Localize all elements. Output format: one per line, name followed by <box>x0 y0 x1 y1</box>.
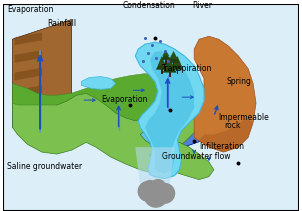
Text: Rainfall: Rainfall <box>47 19 76 27</box>
Text: River: River <box>192 1 212 10</box>
Text: Transpiration: Transpiration <box>162 64 212 73</box>
Circle shape <box>138 181 158 201</box>
Text: Impermeable: Impermeable <box>219 113 269 122</box>
Polygon shape <box>14 32 42 45</box>
Polygon shape <box>150 142 214 180</box>
Text: Infilteration: Infilteration <box>199 142 244 151</box>
Polygon shape <box>145 51 194 174</box>
Text: Evaporation: Evaporation <box>8 5 54 14</box>
Polygon shape <box>162 50 169 56</box>
Circle shape <box>150 180 166 195</box>
Polygon shape <box>13 20 72 108</box>
Polygon shape <box>170 74 238 152</box>
Polygon shape <box>22 101 233 145</box>
Polygon shape <box>169 51 178 59</box>
Polygon shape <box>14 68 42 80</box>
Text: Groundwater flow: Groundwater flow <box>162 152 230 161</box>
Polygon shape <box>161 60 163 74</box>
Text: rock: rock <box>225 120 241 130</box>
Polygon shape <box>22 105 229 142</box>
Polygon shape <box>3 4 299 211</box>
Polygon shape <box>165 54 167 64</box>
Text: Evaporation: Evaporation <box>101 95 147 104</box>
Polygon shape <box>14 50 42 63</box>
Text: Saline groundwater: Saline groundwater <box>7 162 82 171</box>
Polygon shape <box>13 74 204 121</box>
Polygon shape <box>158 56 166 66</box>
Polygon shape <box>172 55 175 67</box>
Polygon shape <box>161 52 171 60</box>
Circle shape <box>155 184 175 203</box>
Polygon shape <box>13 108 238 152</box>
Polygon shape <box>194 36 256 152</box>
Polygon shape <box>81 77 116 89</box>
Polygon shape <box>176 60 178 74</box>
Polygon shape <box>172 58 183 70</box>
Polygon shape <box>168 53 179 63</box>
Polygon shape <box>169 61 171 77</box>
Text: Condensation: Condensation <box>123 1 175 10</box>
Circle shape <box>144 184 168 207</box>
Polygon shape <box>13 20 72 128</box>
Polygon shape <box>199 118 253 152</box>
Polygon shape <box>163 59 176 73</box>
Circle shape <box>143 181 157 194</box>
Polygon shape <box>156 58 168 70</box>
Polygon shape <box>135 147 175 185</box>
Polygon shape <box>135 42 204 179</box>
Polygon shape <box>165 57 175 69</box>
Text: Spring: Spring <box>226 77 252 86</box>
Polygon shape <box>14 85 42 98</box>
Polygon shape <box>13 93 199 177</box>
Polygon shape <box>173 56 182 66</box>
